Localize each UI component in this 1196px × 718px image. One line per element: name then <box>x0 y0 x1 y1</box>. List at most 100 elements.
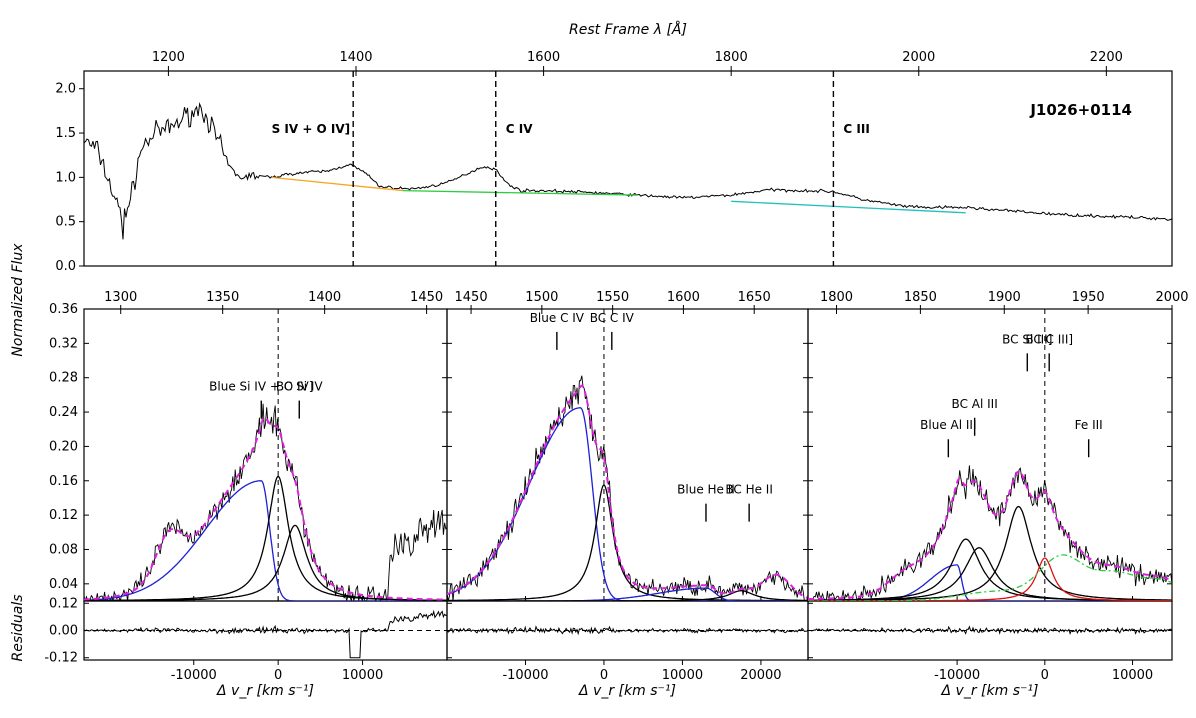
velocity-tick-label: 10000 <box>1112 668 1153 683</box>
velocity-tick-label: -10000 <box>171 668 217 683</box>
y-tick-label: 0.24 <box>49 405 78 420</box>
observed-spectrum-line <box>808 465 1172 601</box>
component-line <box>808 547 1172 601</box>
residual-y-tick-label: -0.12 <box>44 651 78 666</box>
total-fit-line <box>808 470 1172 601</box>
top-wavelength-tick-label: 1350 <box>206 290 239 305</box>
top-x-tick-label: 1400 <box>339 50 372 65</box>
total-fit-line <box>447 384 808 599</box>
top-spectrum-line <box>83 101 1173 240</box>
line-annotation-label: Blue C IV <box>530 311 585 325</box>
residuals-line <box>447 625 808 636</box>
top-x-tick-label: 1800 <box>715 50 748 65</box>
component-line <box>447 407 808 601</box>
siiv-oiv-panel: 1300 1350 1400 1450 -10000 0 10000 0.04 0.08 0.12… <box>44 290 448 699</box>
top-x-tick-label: 2200 <box>1090 50 1123 65</box>
top-y-tick-label: 1.5 <box>55 126 76 141</box>
velocity-tick-label: 0 <box>600 668 608 683</box>
component-line <box>447 587 808 601</box>
component-line <box>84 524 447 601</box>
y-tick-label: 0.36 <box>49 302 78 317</box>
velocity-tick-label: 20000 <box>740 668 781 683</box>
top-x-axis-label: Rest Frame λ [Å] <box>569 21 687 38</box>
top-wavelength-tick-label: 1550 <box>596 290 629 305</box>
residual-y-tick-label: 0.12 <box>49 596 78 611</box>
y-tick-label: 0.32 <box>49 336 78 351</box>
civ-panel: 1450 1500 1550 1600 1650 -10000 0 10000 20000 Δ v… <box>446 290 809 699</box>
velocity-axis-label: Δ v_r [km s⁻¹] <box>216 683 314 699</box>
residual-y-tick-label: 0.00 <box>49 624 78 639</box>
top-y-tick-label: 0.0 <box>55 259 76 274</box>
top-wavelength-tick-label: 1800 <box>820 290 853 305</box>
component-line <box>84 480 447 601</box>
line-annotation-label: BC He II <box>725 483 773 497</box>
continuum-fit-line <box>731 200 966 214</box>
main-axes-frame <box>83 308 448 602</box>
line-annotation-label: Blue Al III <box>920 418 976 432</box>
top-wavelength-tick-label: 1600 <box>667 290 700 305</box>
line-annotation-label: Blue He II <box>677 483 735 497</box>
top-y-tick-label: 0.5 <box>55 215 76 230</box>
velocity-axis-label: Δ v_r [km s⁻¹] <box>941 683 1039 699</box>
component-line <box>808 554 1172 601</box>
component-line <box>447 590 808 601</box>
residual-area <box>447 625 808 636</box>
y-tick-label: 0.28 <box>49 371 78 386</box>
top-wavelength-tick-label: 1500 <box>525 290 558 305</box>
region-marker-label: C IV <box>506 122 533 136</box>
y-tick-label: 0.04 <box>49 577 78 592</box>
top-wavelength-tick-label: 2000 <box>1155 290 1188 305</box>
plot-area <box>84 403 447 601</box>
top-wavelength-tick-label: 1950 <box>1072 290 1105 305</box>
line-annotation-label: Fe III <box>1075 418 1103 432</box>
residuals-line <box>84 609 447 659</box>
top-axes-frame <box>83 70 1173 267</box>
top-wavelength-tick-label: 1900 <box>988 290 1021 305</box>
continuum-fit-line <box>271 176 403 192</box>
velocity-tick-label: 0 <box>274 668 282 683</box>
plot-area <box>808 465 1172 601</box>
line-annotation-label: BC Si IV <box>276 380 324 394</box>
velocity-tick-label: 10000 <box>342 668 383 683</box>
total-fit-line <box>84 416 447 601</box>
top-wavelength-tick-label: 1400 <box>308 290 341 305</box>
top-y-tick-label: 1.0 <box>55 170 76 185</box>
top-x-tick-label: 1600 <box>527 50 560 65</box>
top-wavelength-tick-label: 1850 <box>904 290 937 305</box>
plot-area <box>447 375 808 601</box>
line-annotation-label: BC Al III <box>952 397 998 411</box>
residuals-line <box>808 625 1172 635</box>
top-wavelength-tick-label: 1450 <box>455 290 488 305</box>
top-wavelength-tick-label: 1300 <box>104 290 137 305</box>
y-axis-label: Normalized Flux <box>10 243 26 357</box>
line-annotation-label: BC Si III] <box>1002 332 1052 346</box>
line-annotation-label: BC C IV <box>590 311 635 325</box>
velocity-tick-label: 0 <box>1041 668 1049 683</box>
top-wavelength-tick-label: 1450 <box>410 290 443 305</box>
y-tick-label: 0.12 <box>49 508 78 523</box>
velocity-tick-label: -10000 <box>502 668 548 683</box>
velocity-tick-label: 10000 <box>662 668 703 683</box>
top-y-tick-label: 2.0 <box>55 82 76 97</box>
continuum-fit-line <box>402 190 638 196</box>
top-x-tick-label: 2000 <box>902 50 935 65</box>
component-line <box>808 505 1172 601</box>
target-name: J1026+0114 <box>1029 101 1132 119</box>
y-tick-label: 0.08 <box>49 542 78 557</box>
y-tick-label: 0.16 <box>49 474 78 489</box>
y-tick-label: 0.20 <box>49 439 78 454</box>
observed-spectrum-line <box>84 403 447 601</box>
line-annotation-label: Blue Si IV + O IV] <box>209 380 313 394</box>
main-axes-frame <box>446 308 809 602</box>
top-wavelength-tick-label: 1650 <box>738 290 771 305</box>
region-marker-label: C III <box>843 122 869 136</box>
residual-area <box>84 609 447 659</box>
velocity-axis-label: Δ v_r [km s⁻¹] <box>578 683 676 699</box>
top-spectrum-panel: 1200 1400 1600 1800 2000 2200 0.0 0.5 1.0 1.5 2.0 S… <box>55 50 1173 274</box>
top-x-tick-label: 1200 <box>152 50 185 65</box>
component-line <box>447 484 808 601</box>
residual-area <box>808 625 1172 635</box>
ciii-blend-panel: 1800 1850 1900 1950 2000 -10000 0 10000 Δ v_r [k… <box>807 290 1189 699</box>
residuals-axis-label: Residuals <box>10 594 26 661</box>
